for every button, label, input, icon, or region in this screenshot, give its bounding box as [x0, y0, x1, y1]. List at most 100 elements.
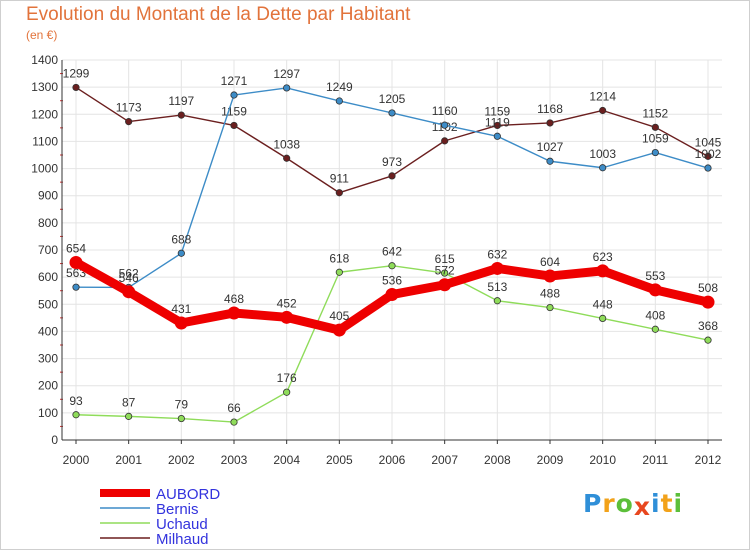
data-point-bernis [493, 132, 501, 140]
data-label-bernis: 1271 [221, 74, 248, 88]
logo-letter: P [583, 489, 603, 518]
logo-letter: i [673, 489, 684, 518]
data-point-milhaud [493, 121, 501, 130]
y-tick-label: 700 [38, 243, 58, 257]
data-point-aubord [648, 283, 662, 297]
y-tick-label: 200 [38, 379, 58, 393]
logo-letter: t [660, 489, 674, 518]
data-label-bernis: 1027 [537, 140, 564, 154]
data-label-bernis: 1002 [695, 147, 722, 161]
y-tick-label: 400 [38, 324, 58, 338]
legend-label-milhaud: Milhaud [156, 531, 209, 548]
x-tick-label: 2003 [221, 453, 248, 467]
data-point-bernis [230, 91, 238, 99]
data-point-milhaud [388, 172, 396, 180]
data-point-aubord [174, 316, 188, 330]
data-point-uchaud [283, 388, 291, 396]
y-tick-label: 1000 [31, 162, 58, 176]
data-label-uchaud: 79 [175, 398, 189, 412]
data-point-bernis [335, 97, 343, 105]
data-label-uchaud: 618 [329, 251, 349, 265]
y-tick-label: 900 [38, 189, 58, 203]
data-point-milhaud [72, 83, 80, 92]
y-tick-label: 800 [38, 216, 58, 230]
data-label-uchaud: 642 [382, 245, 402, 259]
data-label-milhaud: 1214 [589, 89, 616, 103]
data-label-uchaud: 176 [277, 371, 297, 385]
y-tick-label: 1400 [31, 53, 58, 67]
legend-label-uchaud: Uchaud [156, 516, 208, 533]
data-point-uchaud [177, 414, 185, 423]
y-tick-label: 600 [38, 270, 58, 284]
data-point-aubord [227, 306, 241, 320]
data-point-aubord [543, 269, 557, 283]
data-label-aubord: 536 [382, 274, 402, 288]
chart-title: Evolution du Montant de la Dette par Hab… [26, 4, 411, 25]
x-tick-label: 2009 [537, 453, 564, 467]
data-point-bernis [599, 164, 607, 172]
data-point-uchaud [230, 418, 238, 426]
y-tick-label: 0 [51, 433, 58, 447]
data-point-aubord [332, 323, 346, 337]
logo-letter: x [633, 492, 651, 521]
x-tick-label: 2005 [326, 453, 353, 467]
data-point-aubord [596, 264, 610, 278]
legend-label-aubord: AUBORD [156, 486, 220, 503]
data-label-bernis: 1003 [589, 147, 616, 161]
data-label-milhaud: 1299 [63, 66, 90, 80]
data-point-uchaud [125, 412, 133, 420]
data-label-aubord: 632 [487, 247, 507, 261]
data-label-bernis: 1249 [326, 80, 353, 94]
data-label-milhaud: 1159 [484, 104, 510, 118]
data-point-bernis [704, 164, 712, 172]
x-tick-label: 2008 [484, 453, 511, 467]
data-point-bernis [651, 148, 659, 157]
data-label-aubord: 405 [329, 309, 349, 323]
data-label-milhaud: 973 [382, 155, 402, 169]
data-label-aubord: 572 [435, 264, 455, 278]
data-point-aubord [280, 310, 294, 324]
x-tick-label: 2010 [589, 453, 616, 467]
data-label-uchaud: 93 [69, 394, 83, 408]
data-point-uchaud [335, 268, 343, 276]
x-tick-label: 2002 [168, 453, 195, 467]
data-label-bernis: 688 [171, 232, 191, 246]
data-label-aubord: 654 [66, 241, 86, 255]
data-point-uchaud [651, 325, 659, 333]
y-tick-label: 1200 [31, 107, 58, 121]
y-tick-label: 1300 [31, 80, 58, 94]
data-point-uchaud [441, 269, 449, 277]
data-point-milhaud [704, 152, 712, 160]
data-label-uchaud: 87 [122, 395, 136, 409]
x-tick-label: 2007 [431, 453, 458, 467]
data-point-bernis [72, 283, 80, 291]
data-label-bernis: 1059 [642, 132, 669, 146]
data-label-uchaud: 615 [435, 252, 455, 266]
data-label-milhaud: 1045 [695, 135, 722, 149]
data-point-milhaud [335, 189, 343, 197]
data-label-aubord: 452 [277, 296, 297, 310]
data-point-bernis [177, 249, 185, 257]
data-label-bernis: 1297 [273, 67, 300, 81]
data-label-aubord: 468 [224, 292, 244, 306]
data-point-milhaud [177, 111, 185, 119]
data-point-bernis [441, 121, 449, 129]
data-point-uchaud [72, 411, 80, 419]
data-label-milhaud: 1152 [642, 106, 668, 120]
unit-label: (en €) [26, 28, 58, 42]
data-point-milhaud [283, 154, 291, 162]
data-label-uchaud: 368 [698, 319, 718, 333]
data-point-bernis [546, 157, 554, 165]
data-point-aubord [438, 278, 452, 292]
data-label-bernis: 1119 [485, 115, 510, 129]
data-point-milhaud [125, 118, 133, 126]
logo-letter: r [602, 489, 616, 518]
data-point-uchaud [388, 262, 396, 270]
data-point-milhaud [441, 137, 449, 145]
data-label-uchaud: 66 [227, 401, 241, 415]
y-tick-label: 1100 [32, 134, 58, 148]
proxiti-logo: Proxiti [583, 489, 684, 521]
data-label-aubord: 604 [540, 255, 560, 269]
legend-label-bernis: Bernis [156, 501, 199, 518]
data-label-uchaud: 513 [487, 280, 507, 294]
